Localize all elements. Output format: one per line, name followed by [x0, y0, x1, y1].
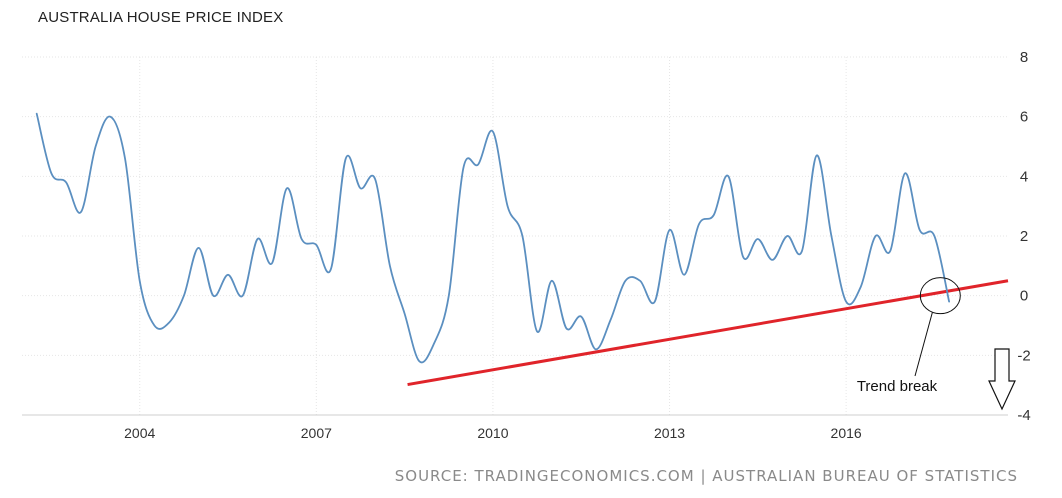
x-tick-label: 2010 [477, 425, 508, 441]
source-note: SOURCE: TRADINGECONOMICS.COM | AUSTRALIA… [394, 467, 1018, 485]
down-arrow-icon [988, 348, 1016, 411]
chart-title: AUSTRALIA HOUSE PRICE INDEX [38, 9, 284, 26]
trend-line-group [407, 279, 1009, 387]
grid-lines [22, 56, 1008, 416]
trend-break-label: Trend break [857, 378, 938, 395]
x-tick-label: 2013 [654, 425, 685, 441]
x-tick-label: 2004 [124, 425, 155, 441]
series-line-0 [35, 112, 950, 364]
series-group [35, 112, 950, 364]
x-tick-label: 2016 [831, 425, 862, 441]
y-tick-label: 0 [1020, 288, 1028, 305]
trend-line [407, 279, 1009, 387]
y-tick-label: 8 [1020, 49, 1028, 66]
y-tick-label: -2 [1017, 347, 1030, 364]
y-tick-label: 4 [1020, 168, 1028, 185]
annotation-group: Trend break [857, 277, 1016, 411]
y-tick-label: 6 [1020, 109, 1028, 126]
trend-break-ellipse [919, 277, 961, 315]
trend-break-pointer [914, 312, 933, 377]
x-tick-label: 2007 [301, 425, 332, 441]
axes: 8 6 4 2 0 -2 -4 2004 2007 2010 2013 2016 [22, 49, 1031, 441]
y-tick-label: -4 [1017, 407, 1030, 424]
y-tick-label: 2 [1020, 228, 1028, 245]
